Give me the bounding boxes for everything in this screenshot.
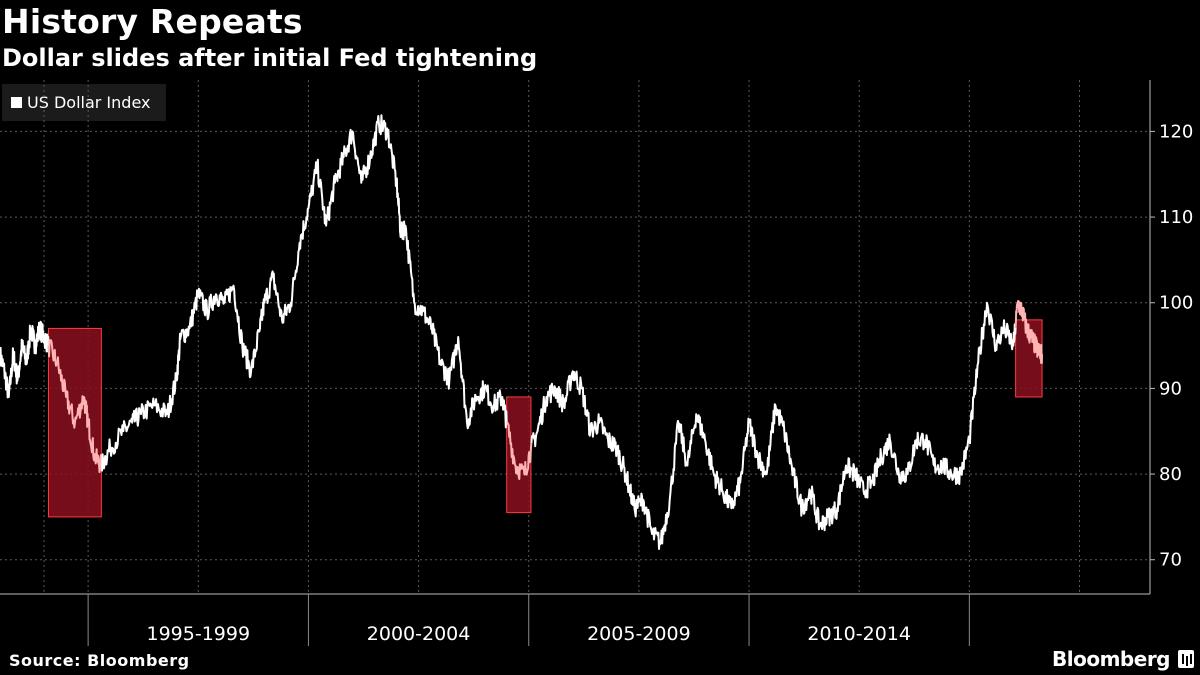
legend-swatch-icon (11, 97, 22, 108)
source-note: Source: Bloomberg (9, 651, 190, 670)
y-tick-label-120: 120 (1159, 121, 1193, 142)
brand-label: Bloomberg (1052, 647, 1170, 671)
legend-label: US Dollar Index (27, 93, 151, 112)
y-tick-label-80: 80 (1159, 464, 1182, 485)
highlight-period-1 (506, 396, 532, 514)
series-line-segment-4 (530, 301, 1017, 550)
chart-title: History Repeats (2, 2, 303, 41)
series-line-segment-2 (101, 114, 508, 472)
x-period-label-2: 2005-2009 (587, 623, 691, 645)
chart-subtitle: Dollar slides after initial Fed tighteni… (2, 44, 538, 72)
series-line-segment-5 (1014, 300, 1043, 364)
y-tick-label-110: 110 (1159, 207, 1193, 228)
y-tick-label-90: 90 (1159, 378, 1182, 399)
series-line-segment-3 (506, 421, 533, 480)
y-tick-label-70: 70 (1159, 550, 1182, 571)
legend: US Dollar Index (2, 84, 166, 121)
x-period-label-0: 1995-1999 (146, 623, 250, 645)
x-period-label-1: 2000-2004 (367, 623, 471, 645)
x-period-label-3: 2010-2014 (807, 623, 911, 645)
series-line-segment-0 (0, 320, 50, 399)
bloomberg-logo-icon (1178, 650, 1194, 668)
y-tick-label-100: 100 (1159, 293, 1193, 314)
series-line-segment-1 (47, 339, 103, 474)
